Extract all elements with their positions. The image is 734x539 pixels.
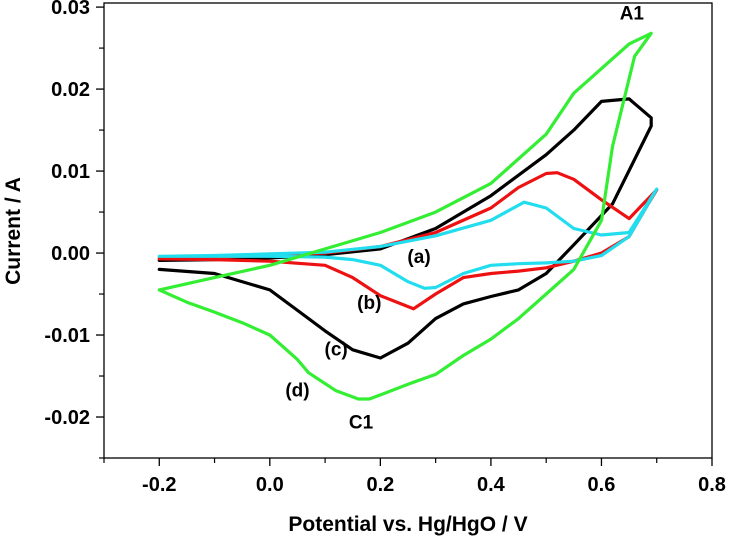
curve-annotation: A1	[620, 3, 645, 24]
x-axis-ticks: -0.2 0.0 0.2 0.4 0.6 0.8	[103, 458, 726, 496]
curve-annotation: (c)	[325, 340, 348, 361]
y-tick-label: -0.02	[44, 407, 90, 429]
y-tick-label: 0.01	[51, 161, 90, 183]
x-tick-label: -0.2	[142, 474, 176, 496]
x-tick-label: 0.2	[366, 474, 394, 496]
series-line-3	[157, 187, 659, 290]
series-line-4	[157, 31, 653, 401]
y-tick-label: 0.03	[51, 0, 90, 19]
y-axis-title: Current / A	[2, 177, 25, 285]
y-tick-label: 0.02	[51, 79, 90, 101]
annotation-layer: A1 (a) (b) (c) (d) C1	[285, 3, 644, 433]
x-tick-label: 0.0	[256, 474, 284, 496]
curve-annotation: (a)	[407, 247, 430, 268]
series-layer	[157, 31, 659, 401]
curve-annotation: C1	[349, 412, 374, 433]
y-tick-label: 0.00	[51, 243, 90, 265]
x-tick-label: 0.8	[698, 474, 726, 496]
x-axis-title: Potential vs. Hg/HgO / V	[288, 513, 527, 536]
plot-frame	[103, 2, 713, 459]
y-axis-ticks: -0.02 -0.01 0.00 0.01 0.02 0.03	[44, 0, 104, 459]
y-tick-label: -0.01	[44, 325, 90, 347]
curve-annotation: (d)	[285, 381, 309, 402]
curve-annotation: (b)	[357, 293, 381, 314]
x-tick-label: 0.4	[477, 474, 506, 496]
x-tick-label: 0.6	[588, 474, 616, 496]
